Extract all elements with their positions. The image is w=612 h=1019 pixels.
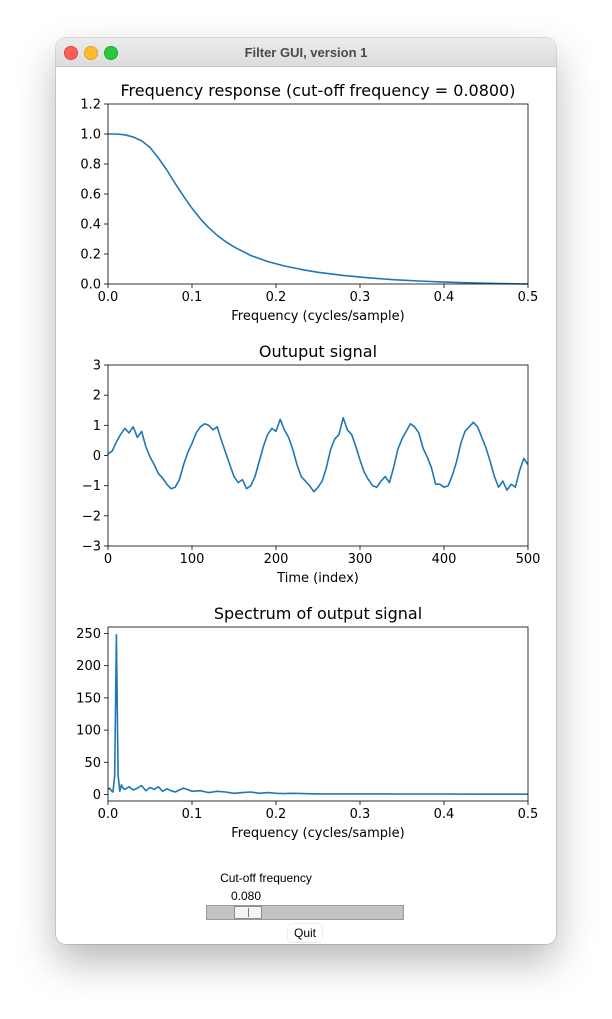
y-tick-label: 250	[76, 627, 101, 642]
y-tick-label: −3	[82, 540, 101, 555]
quit-button[interactable]: Quit	[288, 924, 322, 942]
x-tick-label: 200	[264, 552, 289, 567]
y-tick-label: 150	[76, 691, 101, 706]
chart-title: Outuput signal	[259, 342, 377, 361]
y-tick-label: 1.0	[80, 128, 101, 143]
x-tick-label: 0.5	[518, 807, 539, 822]
x-tick-label: 0.3	[350, 290, 371, 305]
chart-title: Spectrum of output signal	[214, 604, 422, 623]
y-tick-label: 0.2	[80, 248, 101, 263]
y-tick-label: 2	[93, 389, 101, 404]
x-axis-label: Frequency (cycles/sample)	[231, 309, 404, 324]
x-tick-label: 0.2	[266, 290, 287, 305]
x-tick-label: 0.1	[182, 290, 203, 305]
window-title: Filter GUI, version 1	[244, 45, 368, 60]
series-line	[108, 133, 529, 285]
x-tick-label: 100	[180, 552, 205, 567]
y-tick-label: 0	[93, 449, 101, 464]
x-tick-label: 0	[104, 552, 112, 567]
slider-label: Cut-off frequency	[220, 871, 312, 885]
y-tick-label: 50	[84, 756, 101, 771]
axes-frame	[107, 364, 529, 547]
x-tick-label: 500	[516, 552, 541, 567]
x-axis-label: Time (index)	[276, 571, 359, 586]
y-tick-label: 0.6	[80, 188, 101, 203]
y-tick-label: −1	[82, 479, 101, 494]
y-tick-label: 1.2	[80, 98, 101, 113]
title-bar[interactable]: Filter GUI, version 1	[56, 38, 556, 67]
x-tick-label: 0.5	[518, 290, 539, 305]
cutoff-slider[interactable]	[206, 905, 404, 920]
y-tick-label: −2	[82, 509, 101, 524]
x-tick-label: 0.1	[182, 807, 203, 822]
close-icon[interactable]	[64, 46, 78, 60]
y-tick-label: 0	[93, 788, 101, 803]
slider-value: 0.080	[230, 889, 262, 903]
x-tick-label: 0.0	[98, 807, 119, 822]
figure-canvas: 0.0 0.1 0.2 0.3 0.4 0.5 0.0 0.2 0.4 0.6 0.8 1.0 1.2 F…	[76, 81, 541, 841]
x-tick-label: 300	[348, 552, 373, 567]
x-tick-label: 0.3	[350, 807, 371, 822]
zoom-icon[interactable]	[104, 46, 118, 60]
x-tick-label: 0.4	[434, 290, 455, 305]
y-tick-label: 0.0	[80, 278, 101, 293]
x-tick-label: 0.2	[266, 807, 287, 822]
y-tick-label: 0.8	[80, 158, 101, 173]
y-tick-label: 0.4	[80, 218, 101, 233]
x-tick-label: 0.0	[98, 290, 119, 305]
series-line	[107, 633, 528, 796]
axes-frame	[107, 103, 529, 285]
x-axis-label: Frequency (cycles/sample)	[231, 826, 404, 841]
x-tick-label: 400	[432, 552, 457, 567]
y-tick-label: 3	[93, 359, 101, 374]
y-tick-label: 1	[93, 419, 101, 434]
x-tick-label: 0.4	[434, 807, 455, 822]
y-tick-label: 100	[76, 724, 101, 739]
series-line	[107, 416, 529, 493]
app-window: Filter GUI, version 1 0.0 0.1 0.2 0.3 0.4 0.5…	[56, 38, 556, 944]
axes-frame	[107, 626, 529, 802]
slider-handle[interactable]	[233, 906, 262, 919]
y-tick-label: 200	[76, 659, 101, 674]
chart-title: Frequency response (cut-off frequency = …	[121, 81, 516, 100]
minimize-icon[interactable]	[84, 46, 98, 60]
